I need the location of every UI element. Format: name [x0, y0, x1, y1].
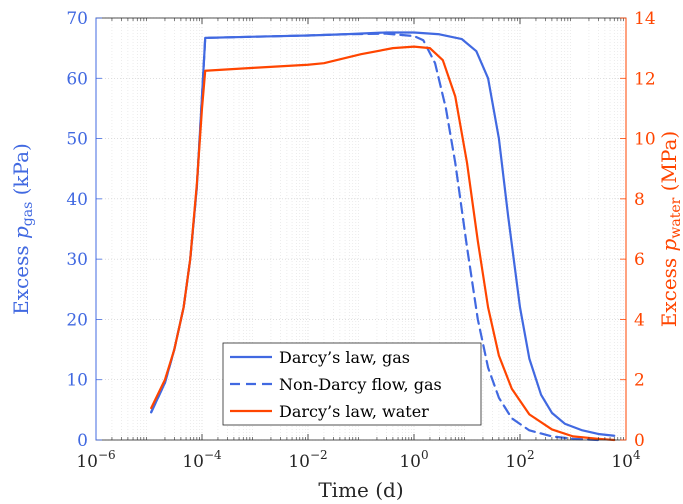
- y-left-tick-label: 10: [66, 371, 88, 391]
- legend: Darcy’s law, gas Non-Darcy flow, gas Dar…: [222, 342, 482, 426]
- x-tick-label: 10−2: [288, 448, 327, 472]
- legend-label-non-darcy-gas: Non-Darcy flow, gas: [279, 375, 442, 394]
- y-right-tick-label: 8: [634, 190, 645, 210]
- legend-label-darcy-water: Darcy’s law, water: [279, 402, 429, 421]
- y-right-tick-label: 12: [634, 69, 656, 89]
- y-left-tick-label: 50: [66, 130, 88, 150]
- y-left-tick-label: 30: [66, 250, 88, 270]
- x-tick-label: 104: [611, 448, 641, 472]
- y-right-tick-label: 4: [634, 310, 645, 330]
- y-right-tick-label: 0: [634, 431, 645, 451]
- legend-label-darcy-gas: Darcy’s law, gas: [279, 348, 410, 367]
- x-tick-label: 10−6: [76, 448, 115, 472]
- x-tick-label: 102: [505, 448, 534, 472]
- y-axis-label-left: Excess pgas (kPa): [9, 143, 36, 315]
- y-left-tick-label: 70: [66, 9, 88, 29]
- tick-labels: 10−6 10−4 10−2 100 102 1040102030405060700246…: [66, 9, 655, 472]
- series-layer: [150, 31, 616, 442]
- x-axis-label: Time (d): [318, 478, 403, 502]
- y-left-tick-label: 20: [66, 310, 88, 330]
- y-right-tick-label: 10: [634, 130, 656, 150]
- y-left-tick-label: 40: [66, 190, 88, 210]
- y-right-tick-label: 6: [634, 250, 645, 270]
- x-tick-label: 10−4: [182, 448, 222, 472]
- y-right-tick-label: 2: [634, 371, 645, 391]
- y-right-tick-label: 14: [634, 9, 656, 29]
- y-axis-label-right: Excess pwater (MPa): [657, 131, 683, 328]
- x-tick-label: 100: [399, 448, 428, 472]
- axes: [95, 17, 627, 441]
- y-left-tick-label: 60: [66, 69, 88, 89]
- y-left-tick-label: 0: [77, 431, 88, 451]
- series-line-2: [150, 45, 616, 442]
